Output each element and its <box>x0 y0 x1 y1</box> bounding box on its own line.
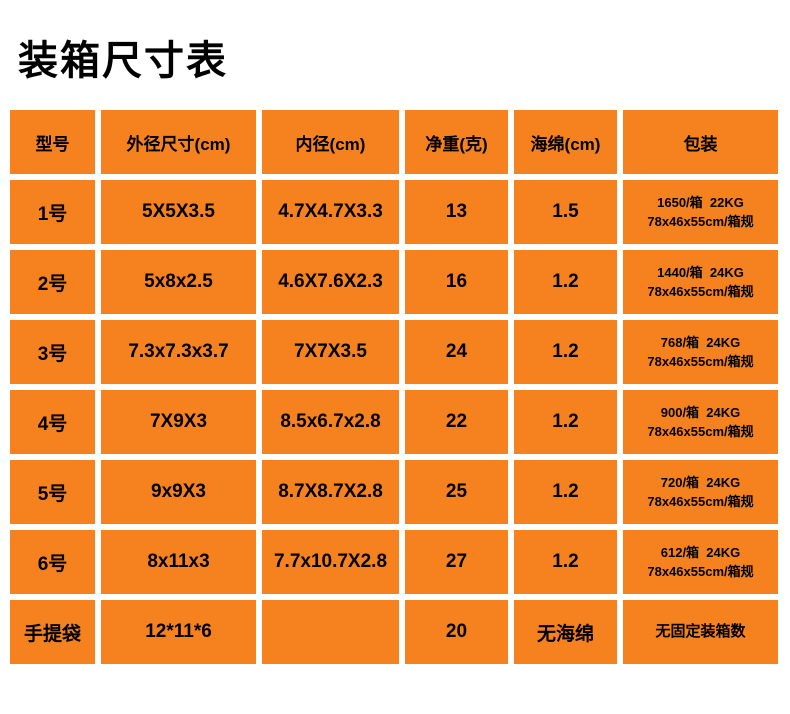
cell-model: 5号 <box>10 460 95 524</box>
cell-net-weight: 16 <box>405 250 508 314</box>
cell-inner-size: 4.7X4.7X3.3 <box>262 180 399 244</box>
cell-inner-size: 8.7X8.7X2.8 <box>262 460 399 524</box>
packing-line-1: 768/箱 24KG <box>660 334 741 350</box>
cell-outer-size: 5X5X3.5 <box>101 180 256 244</box>
cell-model: 6号 <box>10 530 95 594</box>
cell-model: 4号 <box>10 390 95 454</box>
cell-packing: 612/箱 24KG 78x46x55cm/箱规 <box>623 530 778 594</box>
cell-net-weight: 22 <box>405 390 508 454</box>
packing-line-1: 1650/箱 22KG <box>657 194 744 210</box>
cell-packing: 900/箱 24KG 78x46x55cm/箱规 <box>623 390 778 454</box>
cell-net-weight: 27 <box>405 530 508 594</box>
header-inner-size: 内径(cm) <box>262 110 399 174</box>
packing-line-2: 78x46x55cm/箱规 <box>647 214 754 229</box>
cell-net-weight: 20 <box>405 600 508 664</box>
cell-outer-size: 5x8x2.5 <box>101 250 256 314</box>
cell-net-weight: 24 <box>405 320 508 384</box>
cell-model: 手提袋 <box>10 600 95 664</box>
cell-inner-size: 8.5x6.7x2.8 <box>262 390 399 454</box>
cell-sponge: 1.2 <box>514 390 617 454</box>
cell-model: 1号 <box>10 180 95 244</box>
cell-inner-size: 7.7x10.7X2.8 <box>262 530 399 594</box>
header-packing: 包装 <box>623 110 778 174</box>
header-model: 型号 <box>10 110 95 174</box>
cell-outer-size: 9x9X3 <box>101 460 256 524</box>
packing-line-1: 无固定装箱数 <box>655 622 746 640</box>
packing-table: 型号 外径尺寸(cm) 内径(cm) 净重(克) 海绵(cm) 包装 1号 5X5… <box>10 110 778 664</box>
packing-line-2: 78x46x55cm/箱规 <box>647 424 754 439</box>
packing-line-2: 78x46x55cm/箱规 <box>647 494 754 509</box>
cell-model: 3号 <box>10 320 95 384</box>
cell-inner-size: 4.6X7.6X2.3 <box>262 250 399 314</box>
cell-packing: 768/箱 24KG 78x46x55cm/箱规 <box>623 320 778 384</box>
packing-line-1: 1440/箱 24KG <box>657 264 744 280</box>
cell-inner-size <box>262 600 399 664</box>
cell-net-weight: 13 <box>405 180 508 244</box>
cell-packing: 无固定装箱数 <box>623 600 778 664</box>
header-outer-size: 外径尺寸(cm) <box>101 110 256 174</box>
cell-outer-size: 7.3x7.3x3.7 <box>101 320 256 384</box>
packing-line-1: 720/箱 24KG <box>660 474 741 490</box>
cell-packing: 1440/箱 24KG 78x46x55cm/箱规 <box>623 250 778 314</box>
packing-line-1: 612/箱 24KG <box>660 544 741 560</box>
cell-inner-size: 7X7X3.5 <box>262 320 399 384</box>
cell-outer-size: 12*11*6 <box>101 600 256 664</box>
cell-sponge: 1.2 <box>514 250 617 314</box>
cell-model: 2号 <box>10 250 95 314</box>
cell-sponge: 1.2 <box>514 530 617 594</box>
cell-packing: 1650/箱 22KG 78x46x55cm/箱规 <box>623 180 778 244</box>
packing-line-2: 78x46x55cm/箱规 <box>647 284 754 299</box>
cell-sponge: 1.2 <box>514 460 617 524</box>
page-title: 装箱尺寸表 <box>18 39 228 83</box>
cell-packing: 720/箱 24KG 78x46x55cm/箱规 <box>623 460 778 524</box>
cell-outer-size: 7X9X3 <box>101 390 256 454</box>
cell-net-weight: 25 <box>405 460 508 524</box>
cell-sponge: 1.2 <box>514 320 617 384</box>
header-net-weight: 净重(克) <box>405 110 508 174</box>
packing-line-2: 78x46x55cm/箱规 <box>647 564 754 579</box>
packing-line-1: 900/箱 24KG <box>660 404 741 420</box>
cell-sponge: 无海绵 <box>514 600 617 664</box>
packing-line-2: 78x46x55cm/箱规 <box>647 354 754 369</box>
cell-outer-size: 8x11x3 <box>101 530 256 594</box>
cell-sponge: 1.5 <box>514 180 617 244</box>
header-sponge: 海绵(cm) <box>514 110 617 174</box>
